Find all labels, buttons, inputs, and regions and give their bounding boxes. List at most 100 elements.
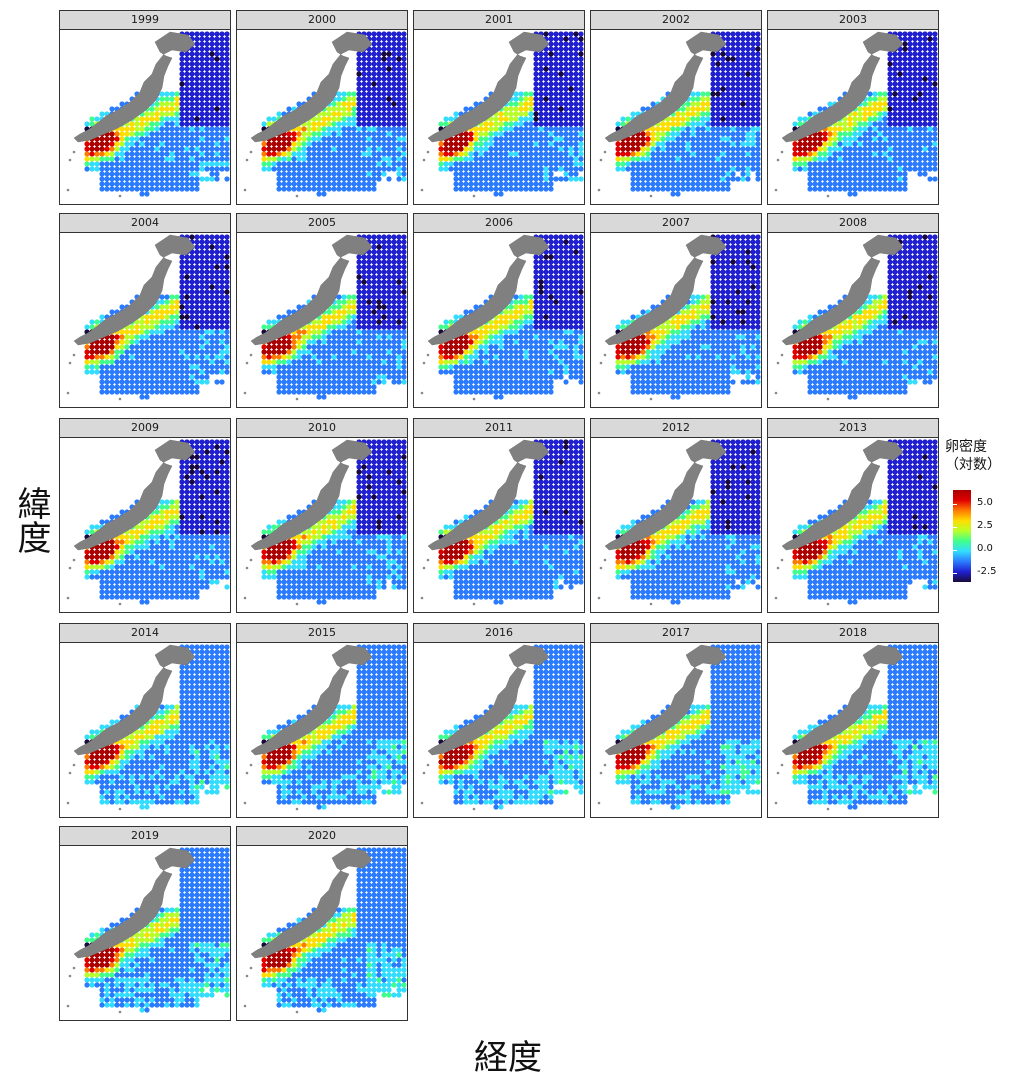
density-point: [361, 156, 366, 161]
density-point: [665, 161, 670, 166]
density-point: [730, 121, 735, 126]
density-point: [725, 86, 730, 91]
density-point: [396, 259, 401, 264]
density-point: [892, 141, 897, 146]
density-point: [94, 349, 99, 354]
density-point: [209, 324, 214, 329]
density-point: [386, 51, 391, 56]
density-point: [214, 239, 219, 244]
density-point: [705, 136, 710, 141]
density-point: [99, 171, 104, 176]
density-point: [932, 96, 937, 101]
density-point: [159, 344, 164, 349]
density-point: [558, 116, 563, 121]
density-point: [538, 81, 543, 86]
density-point: [336, 171, 341, 176]
density-point: [291, 171, 296, 176]
density-point: [927, 41, 932, 46]
density-point: [169, 324, 174, 329]
facet-label: 2003: [767, 10, 939, 30]
density-point: [897, 71, 902, 76]
density-point: [568, 136, 573, 141]
density-point: [134, 324, 139, 329]
density-point: [336, 186, 341, 191]
density-point: [291, 166, 296, 171]
density-point: [740, 161, 745, 166]
density-point: [139, 166, 144, 171]
density-point: [184, 56, 189, 61]
density-point: [139, 156, 144, 161]
density-point: [640, 141, 645, 146]
density-point: [114, 389, 119, 394]
density-point: [396, 31, 401, 36]
density-point: [498, 339, 503, 344]
density-point: [518, 299, 523, 304]
density-point: [837, 166, 842, 171]
density-point: [473, 186, 478, 191]
density-point: [194, 349, 199, 354]
density-point: [493, 339, 498, 344]
density-point: [832, 186, 837, 191]
density-point: [573, 329, 578, 334]
density-point: [578, 304, 583, 309]
density-point: [144, 369, 149, 374]
density-point: [124, 176, 129, 181]
density-point: [144, 176, 149, 181]
density-point: [376, 36, 381, 41]
density-point: [306, 171, 311, 176]
density-point: [346, 146, 351, 151]
density-point: [194, 111, 199, 116]
density-point: [331, 334, 336, 339]
density-point: [645, 156, 650, 161]
density-point: [341, 126, 346, 131]
density-point: [396, 349, 401, 354]
density-point: [179, 374, 184, 379]
density-point: [498, 171, 503, 176]
density-point: [129, 156, 134, 161]
density-point: [296, 166, 301, 171]
density-point: [725, 81, 730, 86]
density-point: [513, 324, 518, 329]
density-point: [695, 176, 700, 181]
density-point: [543, 294, 548, 299]
density-point: [932, 66, 937, 71]
density-point: [548, 354, 553, 359]
density-point: [755, 36, 760, 41]
density-point: [867, 116, 872, 121]
density-point: [553, 354, 558, 359]
density-point: [533, 106, 538, 111]
density-point: [548, 289, 553, 294]
density-point: [356, 269, 361, 274]
density-point: [346, 171, 351, 176]
density-point: [615, 141, 620, 146]
density-point: [281, 349, 286, 354]
density-point: [453, 171, 458, 176]
density-point: [553, 324, 558, 329]
density-point: [356, 289, 361, 294]
density-point: [296, 354, 301, 359]
density-point: [735, 51, 740, 56]
density-point: [144, 379, 149, 384]
density-point: [882, 91, 887, 96]
density-point: [336, 151, 341, 156]
density-point: [401, 91, 406, 96]
density-point: [558, 329, 563, 334]
density-point: [660, 151, 665, 156]
density-point: [685, 151, 690, 156]
density-point: [543, 314, 548, 319]
density-point: [189, 259, 194, 264]
density-point: [276, 364, 281, 369]
density-point: [326, 161, 331, 166]
density-point: [630, 151, 635, 156]
density-point: [316, 131, 321, 136]
density-point: [730, 146, 735, 151]
density-point: [189, 136, 194, 141]
density-point: [700, 156, 705, 161]
density-point: [286, 141, 291, 146]
density-point: [134, 166, 139, 171]
density-point: [887, 166, 892, 171]
density-point: [533, 254, 538, 259]
density-point: [755, 161, 760, 166]
density-point: [174, 379, 179, 384]
density-point: [730, 91, 735, 96]
